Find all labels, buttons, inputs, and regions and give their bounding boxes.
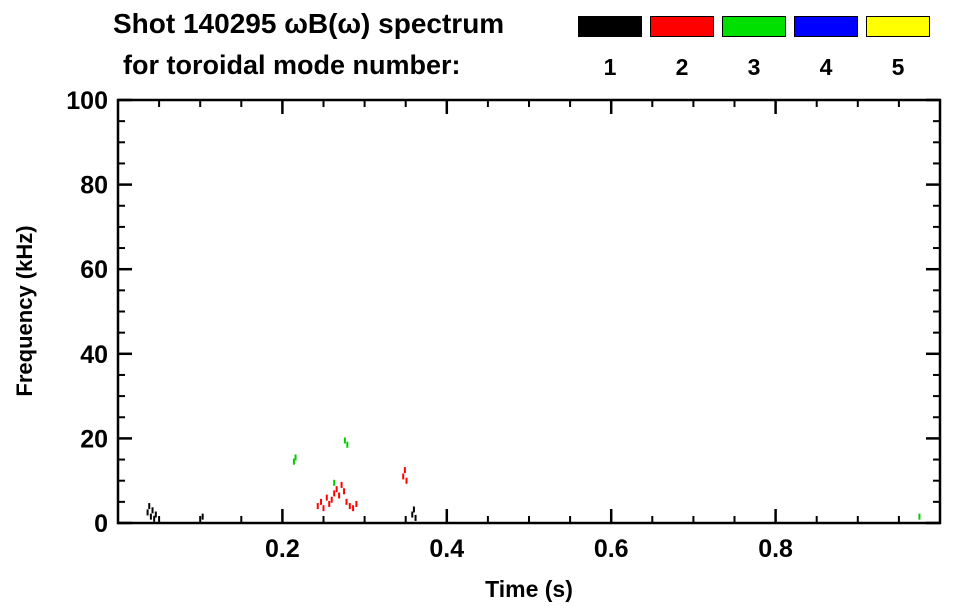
- legend-number-3: 3: [747, 54, 761, 80]
- y-tick-label: 40: [80, 341, 108, 369]
- legend-number-2: 2: [675, 54, 689, 80]
- legend-number-5: 5: [891, 54, 905, 80]
- legend-numbers: 1 2 3 4 5: [578, 54, 938, 81]
- x-axis-title: Time (s): [485, 576, 573, 602]
- legend-swatch-2: [650, 16, 714, 37]
- y-tick-label: 100: [66, 87, 108, 115]
- x-tick-label: 0.8: [758, 535, 793, 563]
- y-tick-label: 60: [80, 256, 108, 284]
- legend-number-1: 1: [603, 54, 617, 80]
- legend-swatch-4: [794, 16, 858, 37]
- legend-number-4: 4: [819, 54, 833, 80]
- x-tick-label: 0.6: [594, 535, 629, 563]
- plot-frame: [116, 98, 942, 525]
- y-tick-label: 0: [94, 510, 108, 538]
- chart-title: Shot 140295 ωB(ω) spectrum: [113, 8, 505, 39]
- axis-ticks: [118, 98, 940, 525]
- x-tick-label: 0.2: [265, 535, 300, 563]
- series-n3: [292, 437, 921, 520]
- y-tick-label: 20: [80, 425, 108, 453]
- axis-tick-labels: 0.2 0.4 0.6 0.8 0 20 40 60 80 100: [66, 87, 793, 563]
- legend-swatch-3: [722, 16, 786, 37]
- series-n2: [316, 467, 408, 512]
- x-tick-label: 0.4: [429, 535, 464, 563]
- legend-swatch-1: [578, 16, 642, 37]
- y-tick-label: 80: [80, 172, 108, 200]
- series-n1: [146, 503, 417, 522]
- legend-swatches: [578, 16, 938, 37]
- legend-swatch-5: [866, 16, 930, 37]
- chart-subtitle: for toroidal mode number:: [123, 50, 461, 80]
